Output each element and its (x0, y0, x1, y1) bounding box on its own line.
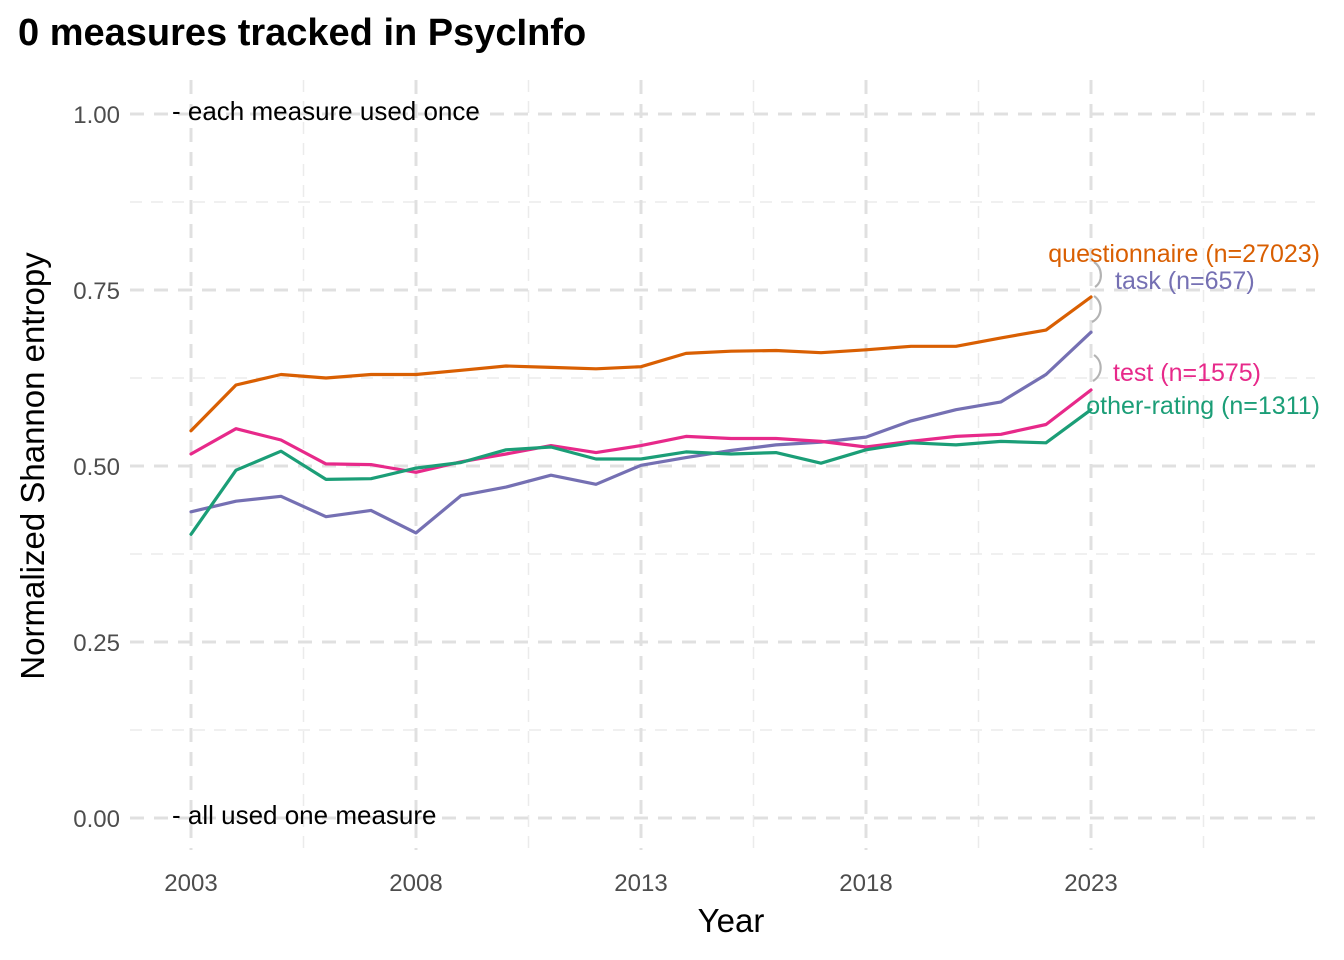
chart-title: 0 measures tracked in PsycInfo (18, 12, 587, 54)
task-label: task (n=657) (1115, 267, 1255, 295)
x-tick-label: 2008 (389, 870, 442, 897)
y-tick-label: 0.00 (73, 806, 120, 833)
y-axis-title: Normalized Shannon entropy (14, 252, 51, 680)
y-tick-label: 0.75 (73, 278, 120, 305)
x-axis-title: Year (698, 902, 765, 939)
y-tick-label: 1.00 (73, 102, 120, 129)
label-connector (1091, 295, 1102, 323)
tick-labels: 2003 2008 2013 2018 2023 0.00 0.25 0.50 0.75 1.00 (73, 102, 1117, 897)
annotation-label: - all used one measure (172, 800, 436, 830)
questionnaire-line (189, 295, 1093, 433)
questionnaire-label: questionnaire (n=27023) (1048, 240, 1320, 268)
other-rating-label: other-rating (n=1311) (1086, 392, 1320, 420)
label-connector (1092, 354, 1102, 382)
annotations: - each measure used once - all used one m… (172, 96, 480, 830)
test-line (189, 388, 1093, 474)
annotation-label: - each measure used once (172, 96, 480, 126)
other-rating-line (189, 408, 1093, 536)
x-tick-label: 2003 (164, 870, 217, 897)
x-tick-label: 2013 (614, 870, 667, 897)
x-tick-label: 2018 (839, 870, 892, 897)
test-label: test (n=1575) (1113, 359, 1261, 387)
label-connector (1093, 261, 1102, 288)
grid-major (130, 80, 1315, 850)
label-connectors (1091, 261, 1102, 382)
task-line (189, 330, 1093, 535)
y-tick-label: 0.50 (73, 454, 120, 481)
y-tick-label: 0.25 (73, 630, 120, 657)
x-tick-label: 2023 (1064, 870, 1117, 897)
series-labels: questionnaire (n=27023)task (n=657) test … (1048, 240, 1320, 420)
series-lines (189, 295, 1093, 536)
